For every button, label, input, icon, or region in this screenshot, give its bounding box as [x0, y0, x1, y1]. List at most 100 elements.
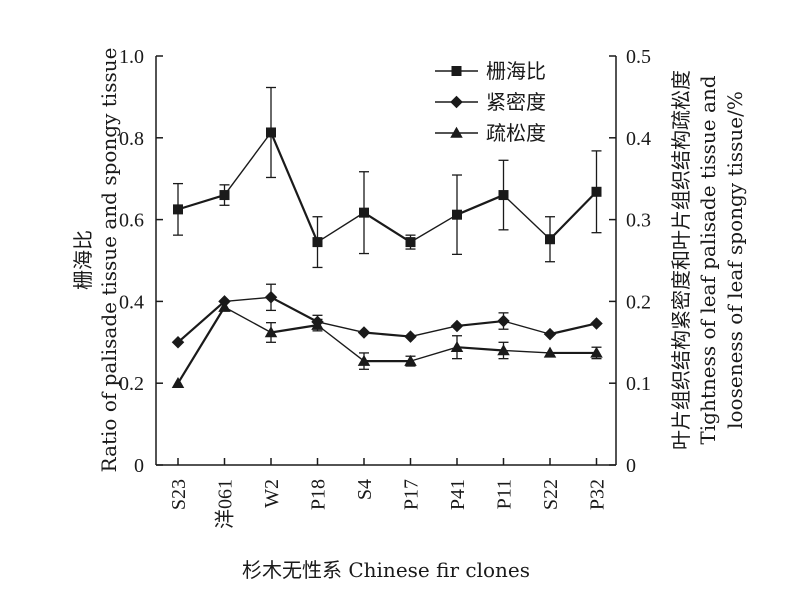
right-tick-label: 0.3	[626, 210, 651, 232]
marker-triangle	[264, 326, 278, 338]
marker-diamond	[404, 330, 417, 343]
series-line-segment	[270, 296, 319, 323]
left-tick-label: 1.0	[119, 46, 144, 68]
legend-label: 紧密度	[486, 90, 546, 114]
marker-triangle	[357, 354, 371, 366]
marker-diamond	[450, 319, 464, 333]
series-3	[171, 300, 603, 388]
marker-square	[498, 190, 509, 201]
series-line-segment	[317, 321, 365, 334]
marker-square	[452, 209, 462, 220]
right-tick-label: 0.1	[626, 373, 651, 395]
right-axis-title-line-1: 叶片组织结构紧密度和叶片组织结构疏松度	[669, 70, 693, 450]
series-line-segment	[223, 132, 272, 196]
left-axis-title-line-2: Ratio of palisade tissue and spongy tiss…	[97, 48, 121, 473]
marker-square	[359, 207, 369, 218]
x-tick-label: S23	[168, 479, 190, 510]
left-tick-label: 0.2	[119, 373, 144, 395]
series-line-segment	[270, 324, 318, 334]
left-tick-label: 0.8	[119, 128, 144, 150]
x-ticks: S23 洋061 W2 P18 S4 P17 P41 P11 S22 P32	[168, 458, 609, 529]
series-line-segment	[549, 191, 598, 241]
left-axis-title: 栅海比 Ratio of palisade tissue and spongy …	[71, 48, 121, 473]
left-tick-label: 0.4	[119, 291, 144, 313]
legend-item-3: 疏松度	[435, 121, 546, 145]
series-line-segment	[317, 212, 365, 243]
series-line-segment	[224, 296, 272, 303]
marker-diamond	[264, 291, 278, 304]
series-line-segment	[410, 325, 458, 338]
marker-square	[405, 237, 416, 248]
marker-square	[451, 66, 462, 76]
right-tick-label: 0.2	[626, 291, 651, 313]
legend-item-1: 栅海比	[435, 59, 546, 83]
x-tick-label: P32	[587, 479, 609, 510]
x-tick-label: P18	[308, 479, 330, 510]
series-line-segment	[503, 320, 551, 335]
left-tick-label: 0.6	[119, 210, 144, 232]
right-y-ticks: 0 0.1 0.2 0.3 0.4 0.5	[609, 46, 651, 477]
x-tick-label: P11	[494, 479, 516, 509]
marker-triangle	[311, 318, 324, 330]
marker-diamond	[357, 326, 371, 339]
series-line-segment	[410, 346, 458, 362]
right-axis-title-line-2: Tightness of leaf palisade tissue and	[696, 75, 720, 444]
marker-square	[312, 237, 323, 248]
series-line-segment	[503, 349, 551, 354]
right-axis-title: 叶片组织结构紧密度和叶片组织结构疏松度 Tightness of leaf pa…	[669, 70, 747, 450]
series-1	[173, 86, 602, 269]
legend-label: 疏松度	[486, 121, 546, 145]
marker-diamond	[450, 95, 463, 109]
series-line-segment	[269, 132, 319, 243]
marker-square	[591, 186, 602, 197]
series-line-segment	[177, 194, 225, 211]
x-tick-label: P41	[447, 479, 469, 510]
left-axis-title-line-1: 栅海比	[71, 230, 95, 290]
x-tick-label: S22	[540, 479, 562, 510]
series-line-segment	[177, 300, 226, 344]
series-2	[171, 283, 603, 349]
series-line-segment	[456, 194, 504, 216]
right-axis-title-line-3: looseness of leaf spongy tissue/%	[723, 91, 747, 429]
marker-triangle	[590, 346, 603, 358]
series-line-segment	[410, 214, 458, 243]
marker-square	[545, 234, 555, 245]
series-line-segment	[363, 331, 411, 338]
x-tick-label: W2	[261, 479, 283, 508]
marker-diamond	[543, 327, 557, 341]
legend-item-2: 紧密度	[435, 90, 546, 114]
marker-triangle	[171, 376, 185, 388]
marker-triangle	[497, 344, 510, 356]
series-line-segment	[317, 324, 365, 362]
series-layer	[171, 86, 603, 388]
series-line-segment	[224, 306, 272, 334]
plot-frame	[155, 56, 617, 466]
marker-square	[173, 204, 183, 215]
series-line-segment	[177, 306, 226, 384]
marker-triangle	[404, 354, 417, 366]
left-y-ticks: 0 0.2 0.4 0.6 0.8 1.0	[119, 46, 163, 477]
left-tick-label: 0	[134, 455, 144, 477]
legend-label: 栅海比	[486, 59, 546, 83]
marker-square	[266, 127, 276, 138]
marker-triangle	[450, 340, 464, 352]
x-axis-title: 杉木无性系 Chinese fir clones	[242, 558, 530, 582]
marker-diamond	[171, 336, 185, 349]
x-tick-label: P17	[401, 479, 423, 510]
series-line-segment	[363, 211, 412, 244]
series-line-segment	[456, 346, 504, 352]
series-line-segment	[456, 319, 504, 328]
marker-diamond	[590, 317, 603, 330]
right-tick-label: 0	[626, 455, 636, 477]
x-tick-label: 洋061	[214, 479, 237, 529]
marker-triangle	[450, 126, 463, 138]
marker-square	[219, 190, 230, 201]
series-line-segment	[503, 194, 551, 240]
marker-triangle	[543, 346, 557, 358]
marker-triangle	[218, 300, 231, 312]
series-line-segment	[549, 322, 597, 336]
right-tick-label: 0.5	[626, 46, 651, 68]
marker-diamond	[497, 314, 510, 328]
